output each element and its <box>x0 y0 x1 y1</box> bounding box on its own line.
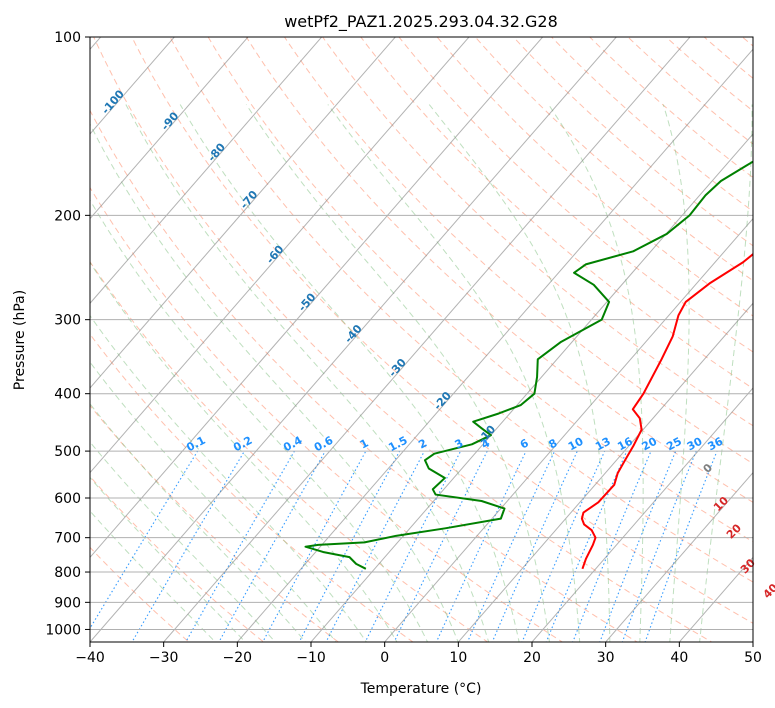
mixing-ratio-line <box>491 450 578 642</box>
moist-adiabat-label: 40 <box>761 581 775 601</box>
x-tick-label: 0 <box>380 650 389 666</box>
mixing-ratio-line <box>599 450 677 642</box>
x-tick-label: 20 <box>523 650 541 666</box>
dry-adiabat <box>765 24 775 654</box>
isotherm-line <box>90 37 323 305</box>
x-axis-label: Temperature (°C) <box>360 681 482 697</box>
dry-adiabat <box>90 404 340 642</box>
isotherm-line <box>90 37 397 389</box>
mixing-ratio-label: 20 <box>640 435 660 454</box>
moist-adiabat <box>245 104 550 642</box>
dry-adiabat <box>245 37 753 503</box>
isotherm-line <box>163 37 691 642</box>
mixing-ratio-line <box>545 450 628 642</box>
mixing-ratio-label: 25 <box>664 435 684 454</box>
moist-adiabat <box>90 441 276 642</box>
mixing-ratio-line <box>572 450 652 642</box>
y-tick-label: 300 <box>54 313 81 329</box>
mixing-ratio-label: 13 <box>593 435 613 454</box>
isotherm-line <box>384 217 753 642</box>
moist-adiabat <box>699 104 753 642</box>
x-tick-label: 30 <box>597 650 615 666</box>
moist-adiabat <box>125 104 490 642</box>
mixing-ratio-line <box>435 450 527 642</box>
y-tick-label: 200 <box>54 208 81 224</box>
isotherm-line <box>236 48 753 642</box>
dry-adiabat <box>90 186 564 642</box>
moist-adiabat <box>90 314 367 642</box>
plot-frame <box>89 36 754 643</box>
isotherm-line <box>90 37 470 474</box>
mixing-ratio-label: 10 <box>566 435 586 454</box>
dry-adiabat <box>322 37 753 427</box>
isotherm-line <box>90 37 618 642</box>
chart-title: wetPf2_PAZ1.2025.293.04.32.G28 <box>284 12 558 32</box>
mixing-ratio-line <box>521 450 606 642</box>
y-tick-label: 900 <box>54 595 81 611</box>
isotherm-line <box>457 302 753 642</box>
y-tick-label: 100 <box>54 30 81 46</box>
skewed-isotherms <box>90 37 753 642</box>
isotherm-line <box>531 387 753 642</box>
profile-series <box>304 160 753 570</box>
isotherm-line <box>90 37 544 559</box>
dry-adiabat <box>90 546 190 642</box>
moist-adiabat <box>90 261 398 642</box>
mixing-ratio-line <box>621 450 697 642</box>
mixing-ratio-line <box>364 450 462 642</box>
x-tick-label: 50 <box>744 650 762 666</box>
moist-adiabat <box>90 403 307 642</box>
y-axis: 100 200 300 400 500 600 700 800 900 1000 <box>45 30 90 638</box>
y-tick-label: 700 <box>54 531 81 547</box>
dry-adiabat <box>436 37 753 317</box>
y-tick-label: 600 <box>54 491 81 507</box>
moist-adiabat <box>90 123 459 642</box>
y-tick-label: 1000 <box>45 622 81 638</box>
isotherm-line <box>90 37 249 220</box>
y-tick-label: 500 <box>54 444 81 460</box>
y-tick-label: 400 <box>54 387 81 403</box>
dry-adiabat <box>169 37 753 583</box>
moist-adiabat <box>90 199 429 642</box>
y-tick-label: 800 <box>54 565 81 581</box>
y-axis-label: Pressure (hPa) <box>12 290 28 390</box>
mixing-ratio-line <box>185 450 295 642</box>
dewpoint-line <box>304 160 753 570</box>
dry-adiabats <box>90 24 775 654</box>
x-tick-label: 10 <box>449 650 467 666</box>
mixing-ratio-label: 16 <box>615 435 635 454</box>
dry-adiabat <box>93 37 713 642</box>
moist-adiabat <box>662 104 690 642</box>
x-tick-label: −10 <box>296 650 326 666</box>
x-tick-label: 40 <box>670 650 688 666</box>
mixing-ratio-line <box>218 450 326 642</box>
x-tick-label: −40 <box>75 650 105 666</box>
isotherm-line <box>310 133 753 642</box>
moist-adiabat <box>428 104 611 642</box>
moist-adiabats <box>90 104 753 642</box>
dry-adiabat <box>283 37 753 465</box>
x-tick-label: −30 <box>149 650 179 666</box>
moist-adiabat <box>327 104 581 642</box>
x-axis: −40 −30 −20 −10 0 10 20 30 40 50 <box>75 642 762 666</box>
dry-adiabat <box>90 333 414 642</box>
moist-adiabat <box>548 104 644 642</box>
dry-adiabat <box>207 37 753 543</box>
moist-adiabat <box>179 104 520 642</box>
temperature-line <box>580 252 753 570</box>
dry-adiabat <box>131 37 753 624</box>
dry-adiabat <box>360 37 753 390</box>
mixing-ratio-line <box>393 450 488 642</box>
mixing-ratio-line <box>644 450 718 642</box>
x-tick-label: −20 <box>223 650 253 666</box>
dry-adiabat <box>398 37 753 353</box>
dry-adiabat <box>90 109 638 642</box>
mixing-ratio-label: 36 <box>706 435 726 454</box>
isotherm-line <box>90 37 176 135</box>
mixing-ratio-label: 30 <box>685 435 705 454</box>
moist-adiabat <box>90 361 337 642</box>
mixing-ratio-line <box>131 450 245 642</box>
isotherm-line <box>605 471 753 642</box>
